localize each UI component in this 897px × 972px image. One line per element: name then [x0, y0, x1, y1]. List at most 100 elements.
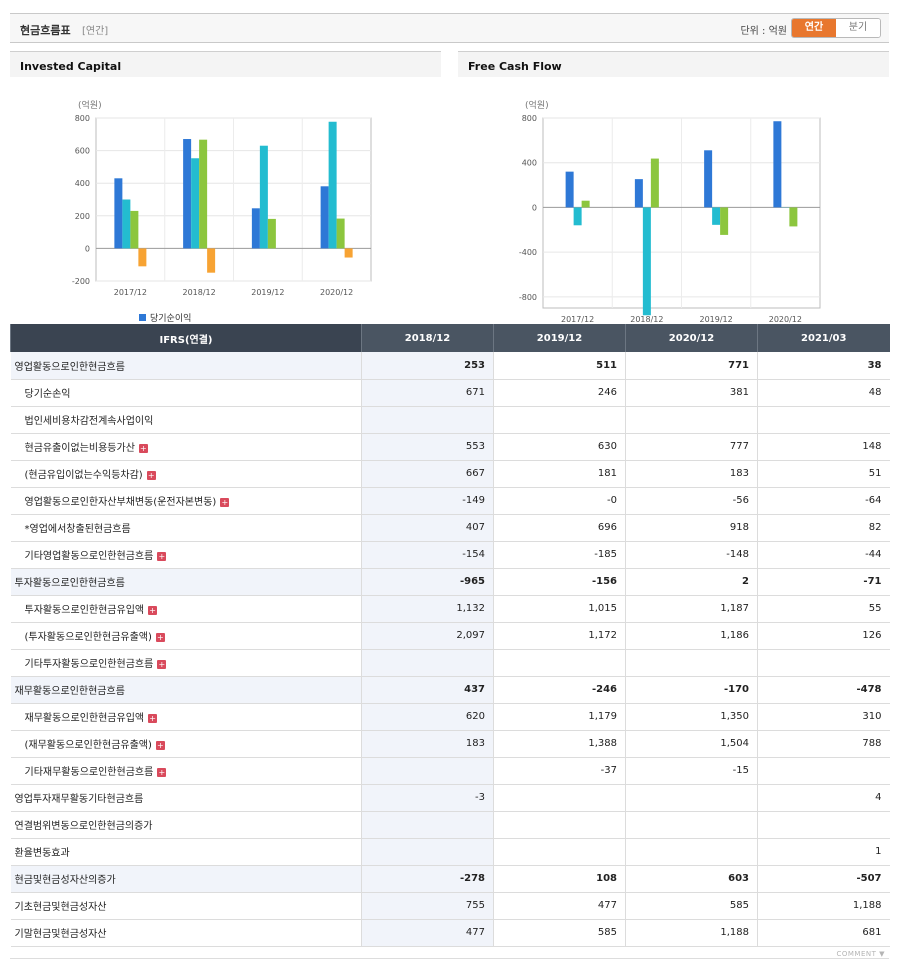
y-tick-label: 0	[532, 203, 537, 212]
column-header: 2020/12	[625, 324, 758, 352]
bar	[183, 139, 192, 249]
row-label-text: 기타영업활동으로인한현금흐름	[24, 551, 154, 562]
x-tick-label: 2020/12	[320, 288, 353, 297]
y-tick-label: -800	[519, 293, 537, 302]
legend-label: 당기순이익	[150, 312, 191, 323]
quarter-button[interactable]: 분기	[836, 19, 880, 37]
table-row: 영업투자재무활동기타현금흐름 -3 4	[10, 784, 890, 812]
row-label-text: 기말현금및현금성자산	[14, 929, 107, 940]
bar	[581, 200, 590, 208]
cell-value: 381	[625, 379, 758, 407]
table-row: 현금유출이없는비용등가산 +553 630 777 148	[10, 433, 890, 461]
cell-value: 1,172	[493, 622, 626, 650]
bar	[344, 248, 353, 258]
cell-value: -56	[625, 487, 758, 515]
cell-value: 788	[757, 730, 890, 758]
cell-value	[625, 649, 758, 677]
cell-value: -965	[361, 568, 494, 596]
comment-toggle[interactable]: COMMENT ▼	[836, 950, 885, 958]
row-label-text: 투자활동으로인한현금유입액	[24, 605, 145, 616]
cell-value: 511	[493, 352, 626, 380]
expand-plus-icon[interactable]: +	[220, 497, 230, 507]
cell-value	[493, 784, 626, 812]
cashflow-header-bar: 현금흐름표 [연간] 단위 : 억원 연간 분기	[10, 13, 889, 43]
cell-value	[757, 811, 890, 839]
table-row: 기초현금및현금성자산 755 477 585 1,188	[10, 892, 890, 920]
column-header: 2018/12	[361, 324, 494, 352]
page-title: 현금흐름표	[20, 24, 71, 37]
row-label-text: 법인세비용차감전계속사업이익	[24, 416, 154, 427]
cell-value	[493, 406, 626, 434]
table-row: (투자활동으로인한현금유출액) +2,097 1,172 1,186 126	[10, 622, 890, 650]
cell-value	[493, 838, 626, 866]
cell-value: -44	[757, 541, 890, 569]
expand-plus-icon[interactable]: +	[157, 659, 167, 669]
y-tick-label: 400	[75, 179, 90, 188]
expand-plus-icon[interactable]: +	[148, 713, 158, 723]
expand-plus-icon[interactable]: +	[155, 740, 165, 750]
row-label-text: 기타투자활동으로인한현금흐름	[24, 659, 154, 670]
y-tick-label: -400	[519, 248, 537, 257]
cell-value: -156	[493, 568, 626, 596]
cell-value: 310	[757, 703, 890, 731]
expand-plus-icon[interactable]: +	[138, 443, 148, 453]
row-label: 환율변동효과	[10, 838, 362, 866]
cell-value: 1,350	[625, 703, 758, 731]
cell-value: -148	[625, 541, 758, 569]
row-label: 기타재무활동으로인한현금흐름 +	[10, 757, 362, 785]
table-row: *영업에서창출된현금흐름 407 696 918 82	[10, 514, 890, 542]
cell-value	[361, 406, 494, 434]
bar	[251, 208, 260, 249]
cell-value	[625, 838, 758, 866]
x-tick-label: 2017/12	[114, 288, 147, 297]
cell-value: 4	[757, 784, 890, 812]
expand-plus-icon[interactable]: +	[157, 551, 167, 561]
bottom-divider	[10, 958, 889, 959]
bar	[565, 171, 574, 208]
bar	[114, 178, 123, 249]
row-label: 당기순손익	[10, 379, 362, 407]
row-label: *영업에서창출된현금흐름	[10, 514, 362, 542]
cell-value	[361, 838, 494, 866]
expand-plus-icon[interactable]: +	[148, 605, 158, 615]
cell-value: 1,015	[493, 595, 626, 623]
cell-value	[625, 811, 758, 839]
y-tick-label: -200	[72, 277, 90, 286]
row-label: 기타영업활동으로인한현금흐름 +	[10, 541, 362, 569]
table-row: 환율변동효과 1	[10, 838, 890, 866]
expand-plus-icon[interactable]: +	[146, 470, 156, 480]
table-row: (재무활동으로인한현금유출액) +183 1,388 1,504 788	[10, 730, 890, 758]
cell-value: 1,388	[493, 730, 626, 758]
period-tag: [연간]	[82, 26, 109, 37]
row-label: (재무활동으로인한현금유출액) +	[10, 730, 362, 758]
row-label: 영업활동으로인한현금흐름	[10, 352, 362, 380]
row-label-text: 당기순손익	[24, 389, 71, 400]
cell-value: 553	[361, 433, 494, 461]
cell-value: 437	[361, 676, 494, 704]
y-tick-label: 200	[75, 212, 90, 221]
expand-plus-icon[interactable]: +	[157, 767, 167, 777]
cell-value: 1,188	[625, 919, 758, 947]
table-row: 재무활동으로인한현금흐름 437 -246 -170 -478	[10, 676, 890, 704]
row-label: 현금유출이없는비용등가산 +	[10, 433, 362, 461]
row-label-text: 현금유출이없는비용등가산	[24, 443, 135, 454]
row-label: 투자활동으로인한현금유입액 +	[10, 595, 362, 623]
row-label: 영업활동으로인한자산부채변동(운전자본변동) +	[10, 487, 362, 515]
x-tick-label: 2019/12	[251, 288, 284, 297]
row-label-text: 영업투자재무활동기타현금흐름	[14, 794, 144, 805]
cell-value	[361, 811, 494, 839]
row-label-text: 재무활동으로인한현금흐름	[14, 686, 125, 697]
row-label: 기초현금및현금성자산	[10, 892, 362, 920]
cell-value: 2,097	[361, 622, 494, 650]
annual-button[interactable]: 연간	[792, 19, 836, 37]
expand-plus-icon[interactable]: +	[155, 632, 165, 642]
row-label: 영업투자재무활동기타현금흐름	[10, 784, 362, 812]
cell-value: 2	[625, 568, 758, 596]
table-header-row: IFRS(연결) 2018/12 2019/12 2020/12 2021/03	[10, 324, 890, 352]
cell-value: 696	[493, 514, 626, 542]
cell-value	[361, 649, 494, 677]
cell-value: 82	[757, 514, 890, 542]
bar	[207, 248, 216, 273]
x-tick-label: 2017/12	[561, 315, 594, 323]
row-label: 투자활동으로인한현금흐름	[10, 568, 362, 596]
